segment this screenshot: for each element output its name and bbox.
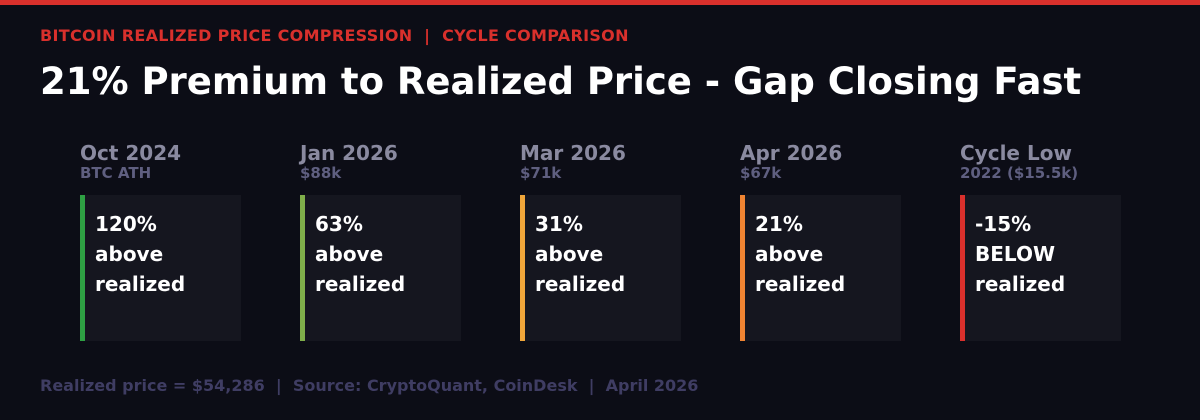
premium-card: 21% above realized — [740, 195, 901, 341]
premium-card: -15% BELOW realized — [960, 195, 1121, 341]
premium-direction: BELOW — [975, 242, 1055, 266]
premium-card: 63% above realized — [300, 195, 461, 341]
premium-reference: realized — [755, 272, 846, 296]
column-sublabel: $71k — [520, 164, 562, 182]
column-label: Oct 2024 — [80, 141, 182, 165]
column-label: Mar 2026 — [520, 141, 626, 165]
column-sublabel: BTC ATH — [80, 164, 152, 182]
page-title: 21% Premium to Realized Price - Gap Clos… — [40, 60, 1082, 103]
column-sublabel: 2022 ($15.5k) — [960, 164, 1079, 182]
premium-direction: above — [755, 242, 824, 266]
premium-value: 63% — [315, 212, 363, 236]
column-label: Apr 2026 — [740, 141, 843, 165]
column-label: Cycle Low — [960, 141, 1072, 165]
cycle-column-oct-2024: Oct 2024 BTC ATH 120% above realized — [80, 141, 241, 341]
premium-direction: above — [535, 242, 604, 266]
premium-value: 120% — [95, 212, 157, 236]
premium-value: 21% — [755, 212, 803, 236]
premium-reference: realized — [95, 272, 186, 296]
cycle-column-jan-2026: Jan 2026 $88k 63% above realized — [300, 141, 461, 341]
premium-reference: realized — [535, 272, 626, 296]
premium-value: -15% — [975, 212, 1032, 236]
cycle-column-mar-2026: Mar 2026 $71k 31% above realized — [520, 141, 681, 341]
premium-direction: above — [315, 242, 384, 266]
premium-reference: realized — [975, 272, 1066, 296]
premium-card: 120% above realized — [80, 195, 241, 341]
column-sublabel: $88k — [300, 164, 342, 182]
cycle-column-apr-2026: Apr 2026 $67k 21% above realized — [740, 141, 901, 341]
source-footer: Realized price = $54,286 | Source: Crypt… — [40, 376, 699, 395]
kicker-label: BITCOIN REALIZED PRICE COMPRESSION | CYC… — [40, 26, 629, 45]
premium-reference: realized — [315, 272, 406, 296]
premium-card: 31% above realized — [520, 195, 681, 341]
column-label: Jan 2026 — [300, 141, 398, 165]
column-sublabel: $67k — [740, 164, 782, 182]
premium-direction: above — [95, 242, 164, 266]
top-accent-bar — [0, 0, 1200, 5]
cycle-column-cycle-low: Cycle Low 2022 ($15.5k) -15% BELOW reali… — [960, 141, 1121, 341]
premium-value: 31% — [535, 212, 583, 236]
